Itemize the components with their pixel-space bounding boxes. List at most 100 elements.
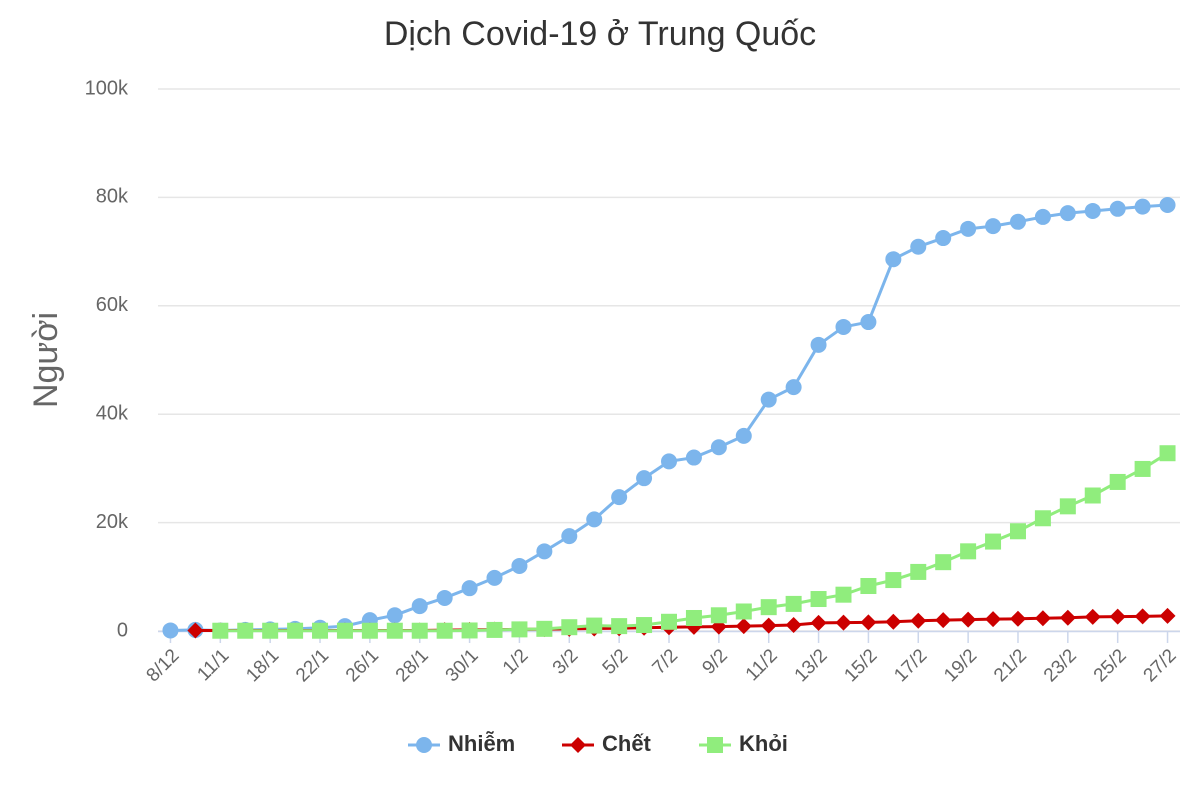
point — [287, 622, 304, 639]
point — [910, 238, 927, 255]
point — [1084, 487, 1101, 504]
point — [436, 622, 453, 639]
point — [162, 622, 179, 639]
point — [760, 617, 777, 634]
legend-marker — [707, 737, 723, 753]
point — [735, 427, 752, 444]
point — [461, 622, 478, 639]
x-tick-label: 18/1 — [242, 645, 283, 686]
point — [212, 622, 229, 639]
point — [361, 622, 378, 639]
series — [212, 445, 1176, 639]
x-tick-label: 26/1 — [342, 645, 383, 686]
point — [1059, 498, 1076, 515]
point — [785, 617, 802, 634]
series — [162, 196, 1176, 639]
point — [561, 619, 578, 636]
point — [885, 251, 902, 268]
point — [735, 603, 752, 620]
point — [586, 617, 603, 634]
point — [1034, 610, 1051, 627]
x-tick-label: 30/1 — [442, 645, 483, 686]
y-tick-label: 0 — [117, 619, 128, 641]
point — [860, 314, 877, 331]
x-tick-label: 7/2 — [649, 645, 683, 679]
x-tick-label: 17/2 — [890, 645, 931, 686]
point — [1159, 607, 1176, 624]
point — [386, 607, 403, 624]
point — [461, 580, 478, 597]
point — [611, 618, 628, 635]
y-tick-label: 100k — [85, 77, 129, 99]
point — [985, 611, 1002, 628]
point — [1134, 608, 1151, 625]
point — [536, 543, 553, 560]
series — [187, 607, 1176, 639]
point — [636, 617, 653, 634]
y-tick-label: 60k — [96, 294, 129, 316]
point — [785, 595, 802, 612]
point — [611, 489, 628, 506]
point — [1059, 609, 1076, 626]
point — [1009, 213, 1026, 230]
point — [237, 622, 254, 639]
y-axis-label: Người — [27, 312, 65, 408]
point — [1109, 200, 1126, 217]
point — [835, 614, 852, 631]
point — [785, 379, 802, 396]
chart-title: Dịch Covid-19 ở Trung Quốc — [384, 15, 816, 53]
point — [710, 607, 727, 624]
x-tick-label: 13/2 — [791, 645, 832, 686]
point — [436, 589, 453, 606]
point — [810, 614, 827, 631]
point — [187, 622, 204, 639]
point — [910, 563, 927, 580]
point — [935, 230, 952, 247]
point — [1009, 610, 1026, 627]
y-tick-label: 80k — [96, 186, 129, 208]
legend-marker — [570, 737, 586, 753]
point — [336, 622, 353, 639]
point — [1034, 510, 1051, 527]
legend-label: Chết — [602, 731, 652, 756]
point — [386, 622, 403, 639]
point — [960, 220, 977, 237]
point — [1159, 445, 1176, 462]
point — [411, 598, 428, 615]
point — [960, 543, 977, 560]
x-tick-label: 19/2 — [940, 645, 981, 686]
point — [536, 620, 553, 637]
legend-label: Nhiễm — [448, 731, 515, 756]
point — [486, 569, 503, 586]
legend-label: Khỏi — [739, 731, 788, 756]
point — [760, 599, 777, 616]
point — [860, 578, 877, 595]
point — [810, 336, 827, 353]
point — [1059, 205, 1076, 222]
x-tick-label: 21/2 — [990, 645, 1031, 686]
point — [411, 622, 428, 639]
legend-marker — [416, 737, 432, 753]
point — [1109, 608, 1126, 625]
point — [486, 621, 503, 638]
point — [810, 591, 827, 608]
x-tick-label: 3/2 — [549, 645, 583, 679]
point — [760, 391, 777, 408]
x-tick-label: 11/2 — [742, 645, 782, 685]
point — [262, 622, 279, 639]
x-tick-label: 27/2 — [1140, 645, 1181, 686]
point — [685, 449, 702, 466]
point — [835, 586, 852, 603]
point — [860, 614, 877, 631]
x-tick-label: 15/2 — [840, 645, 881, 686]
x-tick-label: 11/1 — [193, 645, 233, 685]
point — [710, 439, 727, 456]
point — [1009, 523, 1026, 540]
x-tick-label: 28/1 — [392, 645, 433, 686]
point — [1109, 473, 1126, 490]
point — [935, 612, 952, 629]
point — [561, 528, 578, 545]
x-tick-label: 1/2 — [499, 645, 533, 679]
point — [985, 218, 1002, 235]
